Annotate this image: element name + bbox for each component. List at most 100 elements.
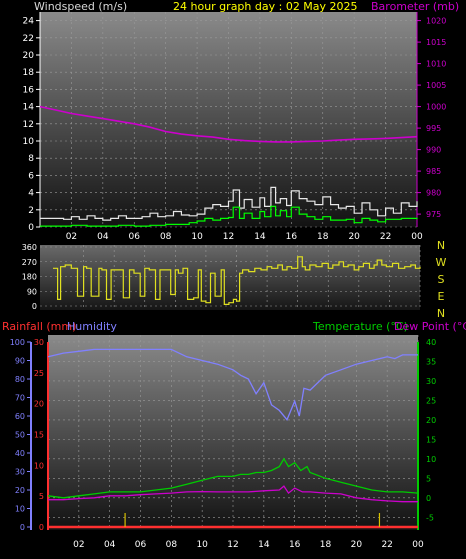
temp-panel-series: [47, 348, 419, 529]
humidity-axis-label: Humidity: [67, 320, 117, 333]
wind-avg-series-line: [40, 205, 418, 227]
wind-ytick-16: 16: [23, 85, 35, 95]
wind-ytick-18: 18: [23, 68, 35, 78]
wind-ytick-12: 12: [23, 120, 34, 130]
wind-panel-series: [39, 105, 418, 227]
temp-ytick-40: 40: [426, 338, 436, 347]
chart-title: 24 hour graph day : 02 May 2025: [173, 0, 358, 13]
temp-ytick-10: 10: [426, 455, 436, 464]
temp-x-tick-08: 08: [166, 540, 178, 550]
humidity-ytick-40: 40: [15, 449, 25, 458]
wind-ytick-8: 8: [28, 154, 34, 164]
temp-ytick-0: 0: [426, 494, 431, 503]
temp-x-tick-20: 20: [351, 540, 363, 550]
wind-x-tick-16: 16: [286, 232, 298, 242]
temp-x-tick-00: 00: [412, 540, 424, 550]
wind-ytick-22: 22: [23, 34, 34, 44]
wind-x-tick-00: 00: [411, 232, 423, 242]
humidity-ytick-70: 70: [15, 394, 25, 403]
wind-x-tick-02: 02: [66, 232, 77, 242]
compass-letter-2: S: [438, 273, 445, 286]
temp-x-tick-18: 18: [320, 540, 332, 550]
dewpoint-series-line: [48, 485, 418, 503]
wind-x-tick-04: 04: [97, 232, 109, 242]
temperature-series-line: [47, 457, 419, 499]
baro-ytick-1000: 1000: [426, 103, 446, 112]
wind-ytick-0: 0: [28, 223, 34, 233]
wind-ytick-6: 6: [28, 171, 34, 181]
temp-ytick--5: -5: [426, 513, 434, 522]
barometer-axis-label: Barometer (mb): [371, 0, 459, 13]
temp-x-tick-02: 02: [73, 540, 84, 550]
temp-x-tick-22: 22: [381, 540, 392, 550]
dir-ytick-180: 180: [22, 273, 37, 282]
temp-panel-grid: [48, 335, 419, 530]
wind-x-tick-10: 10: [191, 232, 203, 242]
rainfall-axis-label: Rainfall (mm): [2, 320, 76, 333]
compass-letter-0: N: [437, 239, 445, 252]
direction-panel-ticks: 0 90 180 270 360: [22, 243, 37, 311]
baro-ytick-980: 980: [426, 189, 441, 198]
wind-x-tick-20: 20: [348, 232, 360, 242]
wind-ytick-24: 24: [23, 17, 35, 27]
temp-x-tick-14: 14: [258, 540, 270, 550]
humidity-ytick-90: 90: [15, 357, 25, 366]
rainfall-ytick-0: 0: [39, 523, 44, 532]
humidity-ytick-10: 10: [15, 505, 25, 514]
wind-ytick-14: 14: [23, 103, 35, 113]
wind-x-tick-22: 22: [380, 232, 391, 242]
temp-x-tick-10: 10: [196, 540, 208, 550]
temp-ytick-25: 25: [426, 396, 436, 405]
dir-ytick-90: 90: [27, 287, 37, 296]
wind-x-tick-08: 08: [160, 232, 172, 242]
wind-x-tick-06: 06: [129, 232, 141, 242]
dewpoint-axis-label: Dew Point (°C): [394, 320, 466, 333]
humidity-ytick-100: 100: [10, 338, 25, 347]
temp-ytick-5: 5: [426, 474, 431, 483]
baro-ytick-1015: 1015: [426, 38, 446, 47]
direction-panel-grid: [40, 245, 421, 310]
temp-x-tick-16: 16: [289, 540, 301, 550]
temp-x-tick-12: 12: [227, 540, 238, 550]
direction-panel-background: [40, 245, 420, 310]
humidity-ytick-50: 50: [15, 431, 25, 440]
direction-panel-series: [53, 256, 421, 305]
baro-ytick-990: 990: [426, 146, 441, 155]
temp-ytick-30: 30: [426, 377, 436, 386]
wind-panel-ticks: 02 04 06 08 10 12 14 16 18 20 22 000246810121416182…: [23, 17, 447, 242]
wind-x-tick-12: 12: [223, 232, 234, 242]
windspeed-axis-label: Windspeed (m/s): [34, 0, 127, 13]
rainfall-ytick-10: 10: [34, 461, 44, 470]
wind-ytick-4: 4: [28, 189, 34, 199]
wind-x-tick-14: 14: [254, 232, 266, 242]
temp-x-tick-06: 06: [135, 540, 147, 550]
temp-x-tick-04: 04: [104, 540, 116, 550]
wind-ytick-2: 2: [28, 206, 34, 216]
dir-ytick-0: 0: [32, 302, 37, 311]
baro-ytick-1010: 1010: [426, 60, 446, 69]
baro-ytick-995: 995: [426, 124, 441, 133]
dir-ytick-360: 360: [22, 243, 37, 252]
humidity-series-line: [47, 348, 418, 421]
rainfall-ytick-20: 20: [34, 400, 44, 409]
humidity-ytick-80: 80: [15, 375, 25, 384]
baro-ytick-975: 975: [426, 210, 441, 219]
rainfall-ytick-5: 5: [39, 492, 44, 501]
temp-ytick-15: 15: [426, 435, 436, 444]
dir-ytick-270: 270: [22, 258, 37, 267]
rainfall-ytick-30: 30: [34, 338, 44, 347]
compass-letter-1: W: [436, 256, 447, 269]
temperature-axis-label: Temperature (°C): [312, 320, 408, 333]
temp-panel-ticks: 02 04 06 08 10 12 14 16 18 20 22 00-505101520253035…: [10, 338, 436, 550]
compass-letter-4: N: [437, 307, 445, 320]
compass-letter-3: E: [438, 290, 445, 303]
direction-series-line: [53, 256, 421, 305]
humidity-ytick-0: 0: [20, 523, 25, 532]
temp-ytick-20: 20: [426, 416, 436, 425]
baro-ytick-1005: 1005: [426, 81, 446, 90]
barometer-series-line: [39, 105, 418, 143]
temp-ytick-35: 35: [426, 357, 436, 366]
wind-panel-background: [40, 12, 417, 227]
